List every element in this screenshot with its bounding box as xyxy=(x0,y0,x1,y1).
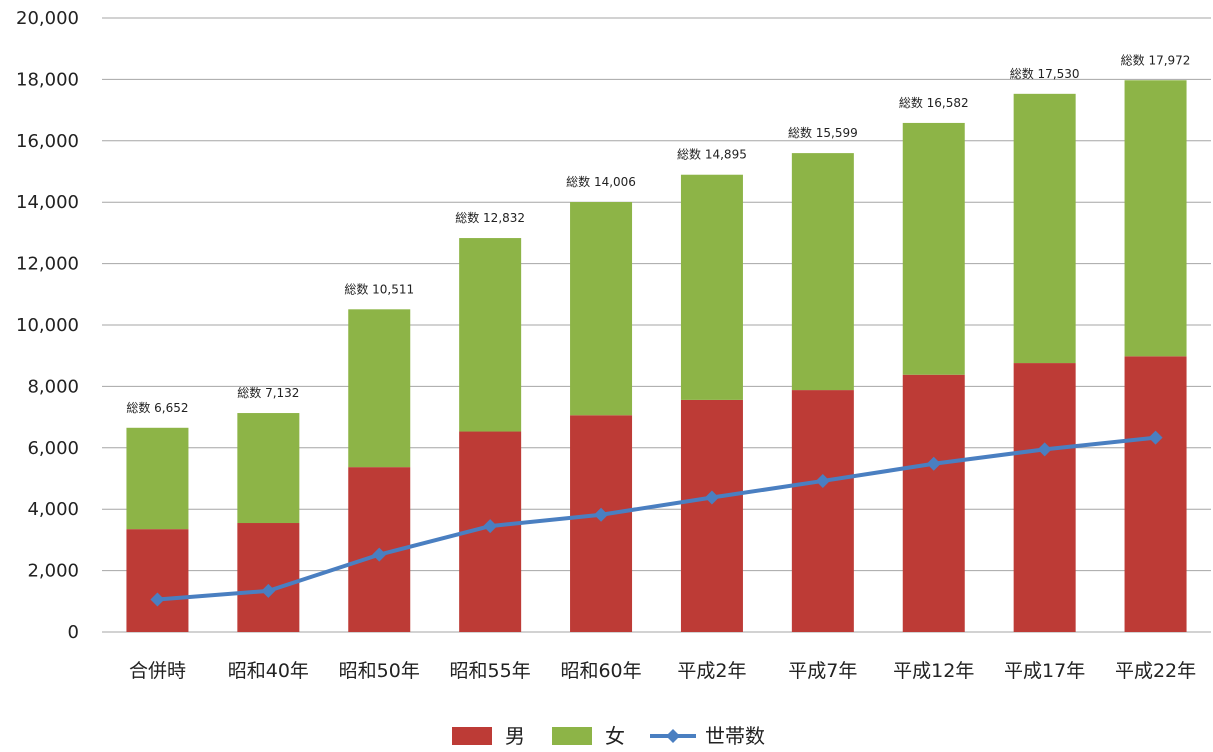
household-marker xyxy=(594,507,609,522)
legend: 男 女 世帯数 xyxy=(452,724,765,748)
bar-male xyxy=(1124,356,1187,632)
bar-female xyxy=(902,122,965,375)
bar-female xyxy=(126,427,189,530)
x-category-label: 昭和50年 xyxy=(339,660,420,682)
x-category-label: 昭和40年 xyxy=(228,660,309,682)
legend-male-swatch xyxy=(452,727,492,745)
total-data-label: 総数 6,652 xyxy=(126,400,188,415)
legend-female-swatch xyxy=(552,727,592,745)
y-tick-label: 16,000 xyxy=(16,131,79,152)
bar-male xyxy=(237,523,300,632)
household-marker xyxy=(704,490,719,505)
x-axis-categories: 合併時 昭和40年 昭和50年 昭和55年 昭和60年 平成2年 平成7年 平成12年 平成17… xyxy=(129,660,1196,682)
total-data-label: 総数 7,132 xyxy=(237,385,299,400)
household-marker xyxy=(1037,442,1052,457)
household-marker xyxy=(483,519,498,534)
bar-male xyxy=(902,374,965,632)
total-data-label: 総数 17,530 xyxy=(1010,66,1080,81)
bar-female xyxy=(237,413,300,524)
household-marker xyxy=(815,473,830,488)
total-data-label: 総数 12,832 xyxy=(455,210,525,225)
bar-male xyxy=(1013,363,1076,632)
x-category-label: 昭和55年 xyxy=(450,660,531,682)
bar-male xyxy=(680,399,743,632)
total-data-label: 総数 10,511 xyxy=(344,281,414,296)
bar-male xyxy=(791,390,854,632)
y-tick-label: 4,000 xyxy=(27,499,79,520)
x-category-label: 平成7年 xyxy=(788,660,857,682)
x-category-label: 平成12年 xyxy=(893,660,974,682)
x-category-label: 昭和60年 xyxy=(560,660,641,682)
bar-female xyxy=(680,174,743,400)
x-category-label: 合併時 xyxy=(129,660,186,682)
bar-male xyxy=(570,415,633,632)
legend-household-label: 世帯数 xyxy=(705,724,765,748)
x-category-label: 平成22年 xyxy=(1115,660,1196,682)
y-tick-label: 6,000 xyxy=(27,438,79,459)
total-data-label: 総数 14,006 xyxy=(566,174,636,189)
bar-series xyxy=(126,80,1187,632)
x-category-label: 平成17年 xyxy=(1004,660,1085,682)
total-data-label: 総数 16,582 xyxy=(899,95,969,110)
household-line-path xyxy=(155,435,1158,602)
bar-male xyxy=(126,529,189,632)
household-marker xyxy=(926,456,941,471)
household-marker xyxy=(150,592,165,607)
y-tick-label: 12,000 xyxy=(16,254,79,275)
data-labels: 総数 6,652 総数 7,132 総数 10,511 総数 12,832 総数 14,… xyxy=(126,52,1190,415)
household-line xyxy=(150,430,1163,607)
y-tick-label: 14,000 xyxy=(16,192,79,213)
household-marker xyxy=(1148,430,1163,445)
total-data-label: 総数 15,599 xyxy=(788,125,858,140)
y-tick-label: 10,000 xyxy=(16,315,79,336)
x-category-label: 平成2年 xyxy=(677,660,746,682)
bar-female xyxy=(459,238,522,432)
bar-female xyxy=(1013,93,1076,364)
bar-female xyxy=(1124,80,1187,357)
household-marker xyxy=(372,547,387,562)
y-tick-label: 20,000 xyxy=(16,8,79,29)
bar-female xyxy=(791,153,854,391)
bar-female xyxy=(570,202,633,416)
bar-female xyxy=(348,309,411,468)
y-tick-label: 8,000 xyxy=(27,376,79,397)
household-marker xyxy=(261,583,276,598)
legend-male-label: 男 xyxy=(505,724,525,748)
legend-female-label: 女 xyxy=(605,724,625,748)
y-tick-label: 18,000 xyxy=(16,69,79,90)
y-tick-label: 2,000 xyxy=(27,561,79,582)
y-axis: 0 2,000 4,000 6,000 8,000 10,000 12,000 14,000 1… xyxy=(16,8,79,643)
y-tick-label: 0 xyxy=(68,622,79,643)
total-data-label: 総数 17,972 xyxy=(1121,52,1191,67)
total-data-label: 総数 14,895 xyxy=(677,147,747,162)
legend-household-marker xyxy=(666,729,680,743)
